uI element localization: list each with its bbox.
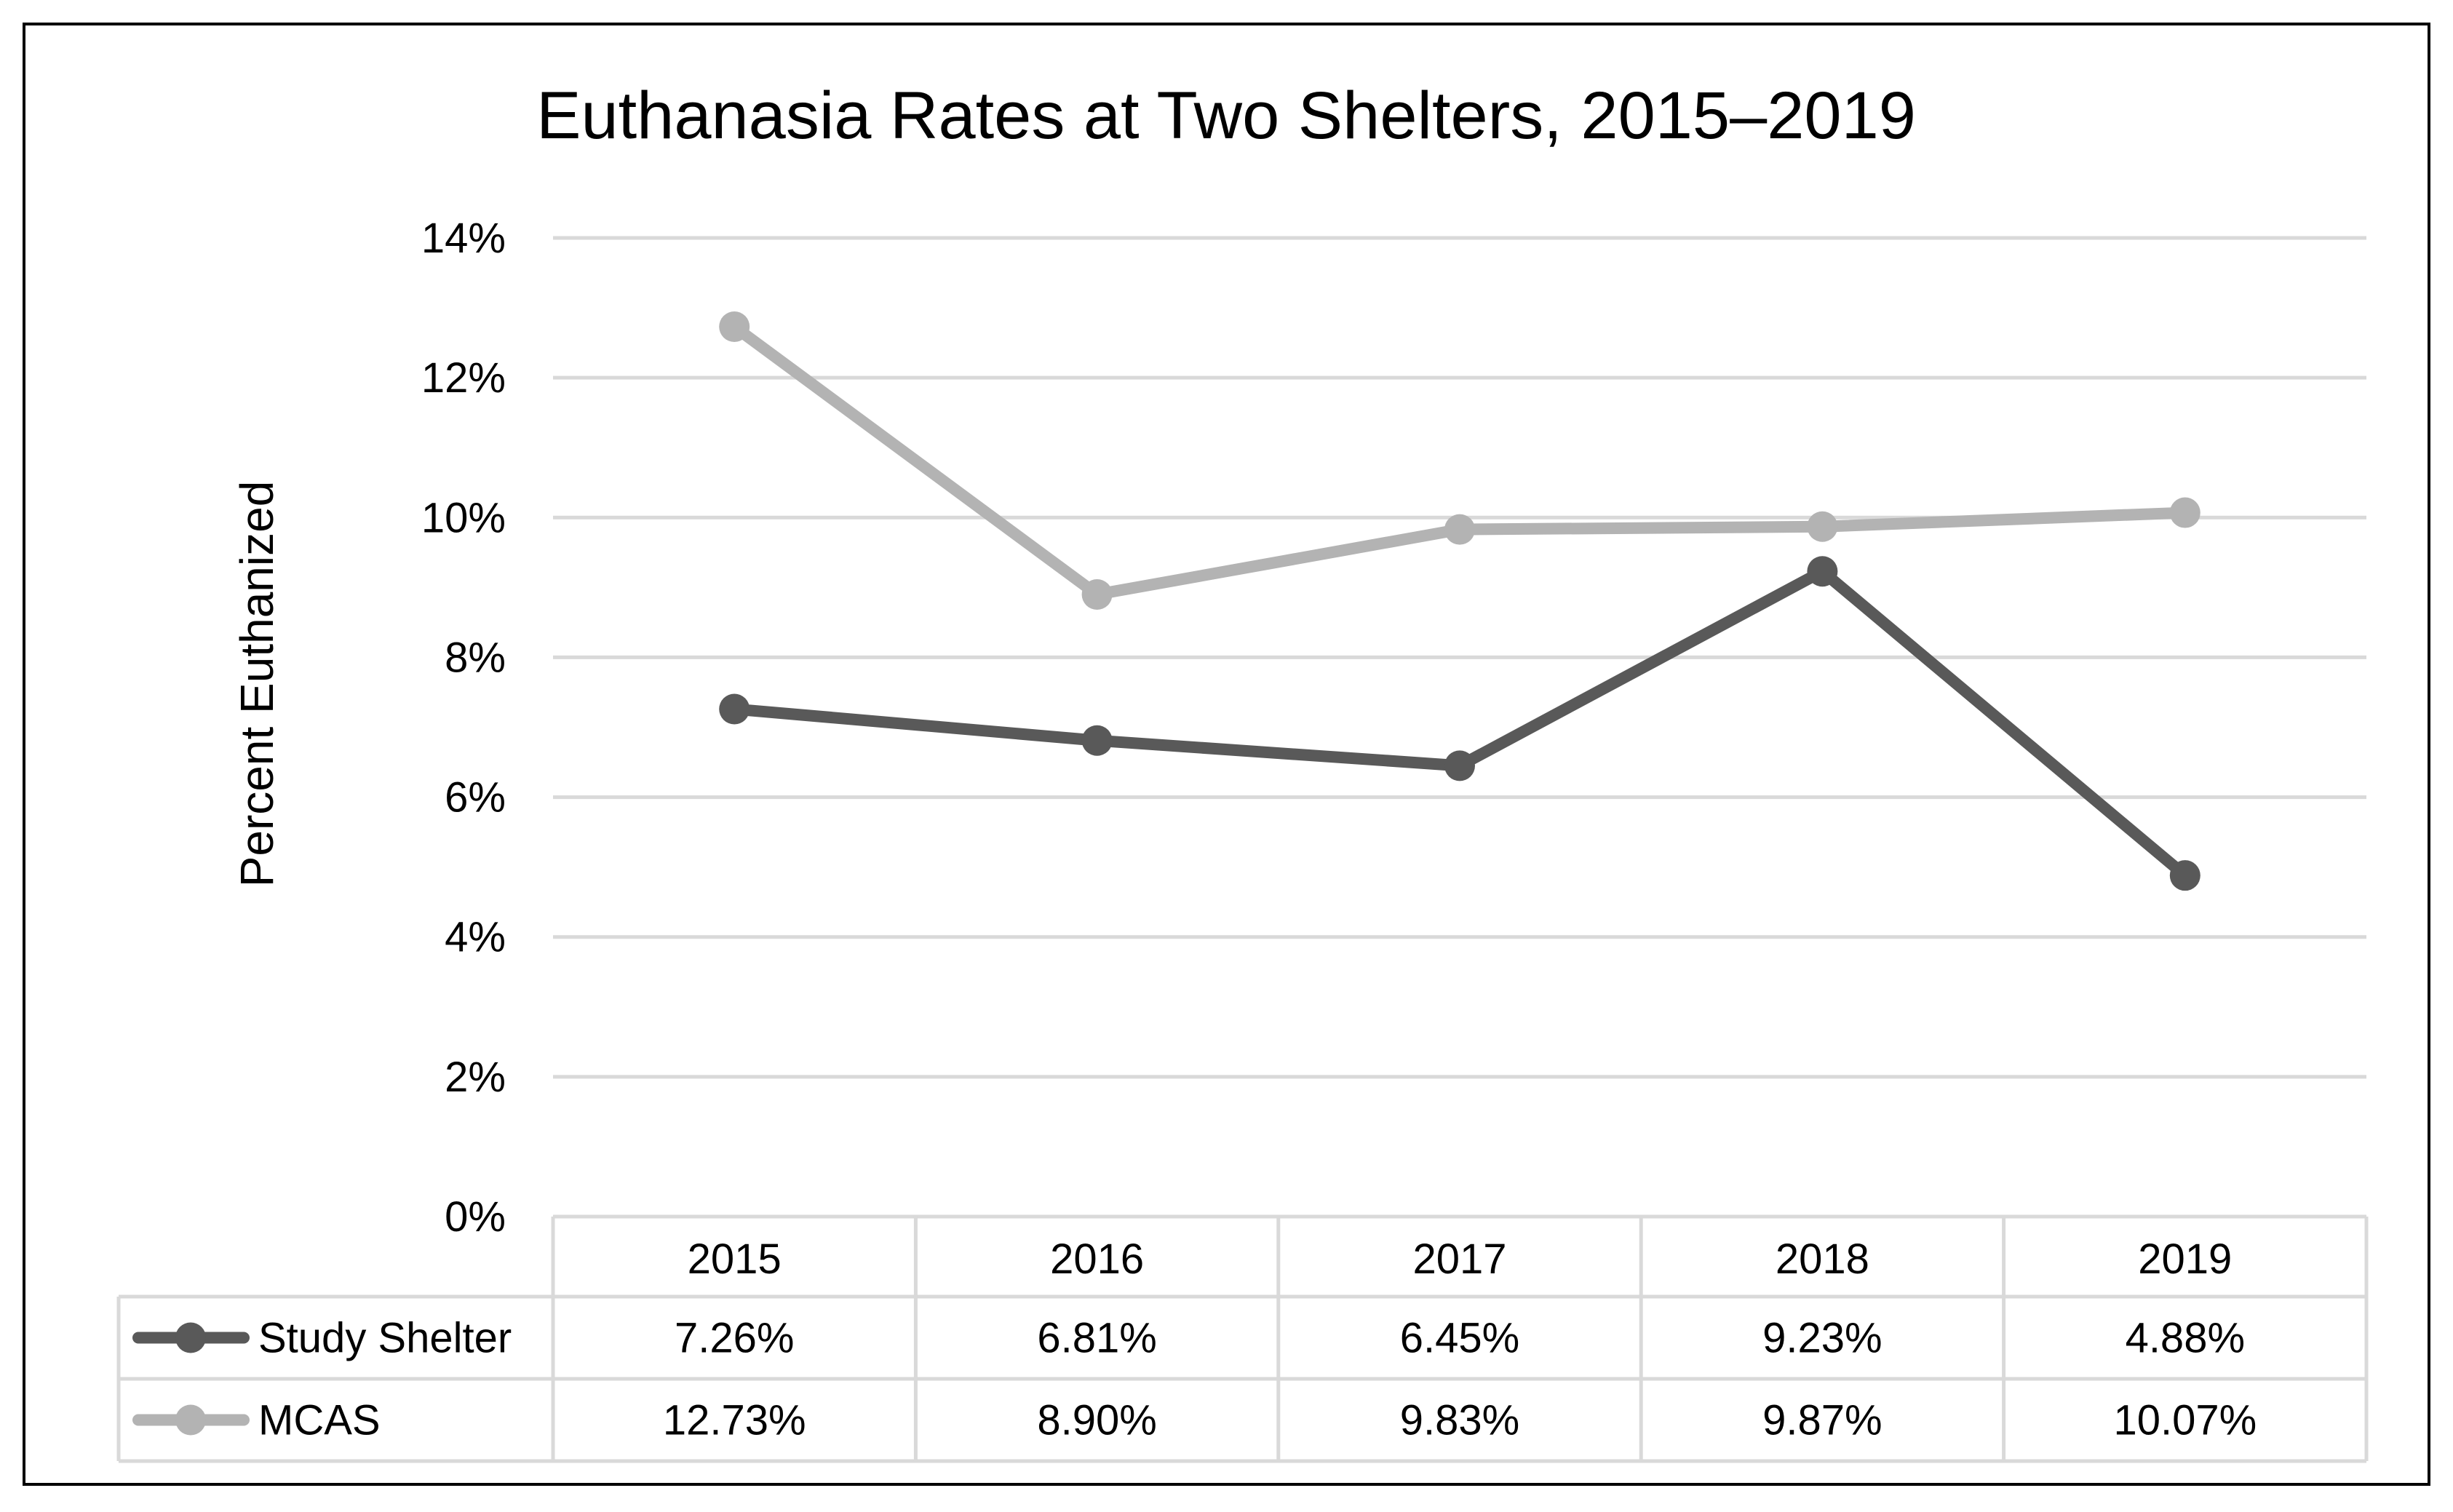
data-label: 4.88%: [2126, 1315, 2245, 1362]
data-table: 2015 2016 2017 2018 2019 Study Shelter 7.26% 6.…: [132, 1236, 2257, 1444]
data-point: [1807, 556, 1838, 587]
data-label: 6.45%: [1400, 1315, 1519, 1362]
data-point: [1081, 578, 1113, 610]
data-point: [1081, 725, 1113, 756]
y-tick-label: 12%: [421, 354, 506, 402]
data-point: [1444, 750, 1475, 781]
legend-series-name: Study Shelter: [258, 1315, 512, 1362]
y-tick-label: 8%: [445, 634, 506, 681]
x-category-label: 2018: [1776, 1236, 1869, 1283]
data-label: 8.90%: [1037, 1397, 1156, 1444]
data-label: 9.87%: [1762, 1397, 1882, 1444]
x-category-label: 2019: [2138, 1236, 2232, 1283]
data-label: 7.26%: [675, 1315, 794, 1362]
y-tick-label: 4%: [445, 914, 506, 961]
x-category-label: 2017: [1412, 1236, 1506, 1283]
y-tick-label: 10%: [421, 494, 506, 541]
data-point: [719, 693, 750, 725]
legend-key-marker: [175, 1322, 206, 1353]
data-point: [2169, 860, 2200, 891]
data-point: [2169, 497, 2200, 528]
data-label: 9.83%: [1400, 1397, 1519, 1444]
data-table-lines: [116, 1214, 2369, 1463]
data-label: 9.23%: [1762, 1315, 1882, 1362]
series-layer: [719, 311, 2200, 891]
y-tick-label: 0%: [445, 1193, 506, 1241]
data-point: [1807, 511, 1838, 542]
data-label: 12.73%: [663, 1397, 806, 1444]
data-point: [719, 311, 750, 343]
y-tick-label: 6%: [445, 774, 506, 821]
data-point: [1444, 514, 1475, 545]
data-label: 6.81%: [1037, 1315, 1156, 1362]
legend-series-name: MCAS: [258, 1397, 381, 1444]
y-tick-label: 14%: [421, 215, 506, 262]
x-category-label: 2015: [688, 1236, 782, 1283]
y-tick-label: 2%: [445, 1054, 506, 1101]
x-category-label: 2016: [1050, 1236, 1144, 1283]
legend-key-marker: [175, 1404, 206, 1436]
y-tick-labels: 0% 2% 4% 6% 8% 10% 12% 14%: [421, 215, 506, 1241]
chart-title: Euthanasia Rates at Two Shelters, 2015–2…: [536, 79, 1916, 153]
y-axis-label: Percent Euthanized: [231, 481, 283, 888]
data-label: 10.07%: [2113, 1397, 2257, 1444]
